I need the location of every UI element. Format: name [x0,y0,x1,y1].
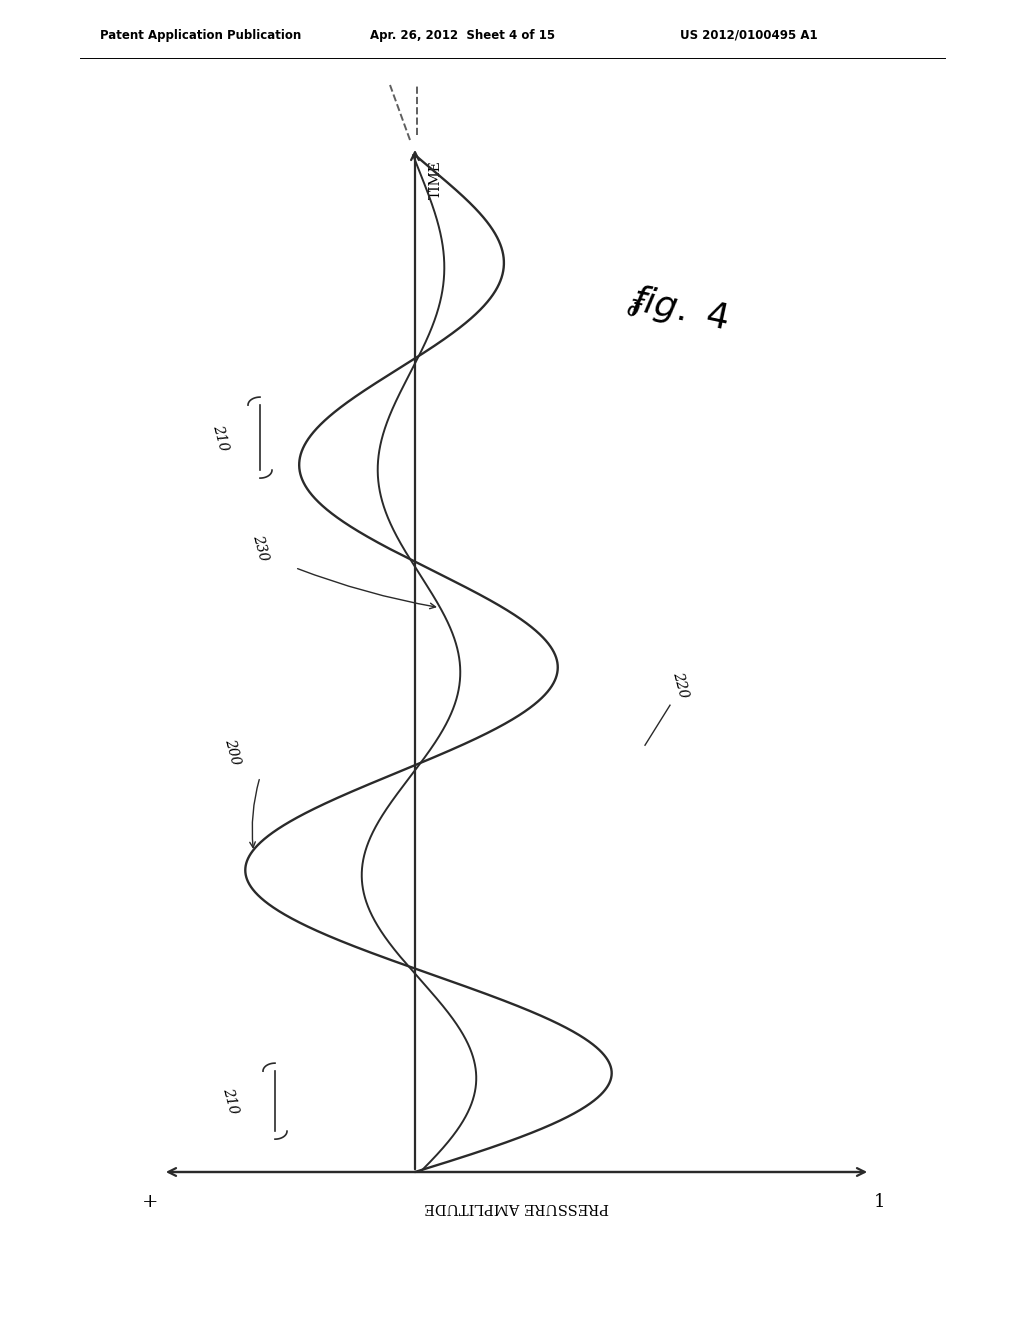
Text: 210: 210 [210,424,230,453]
Text: US 2012/0100495 A1: US 2012/0100495 A1 [680,29,817,41]
Text: $\mathit{fig.\ 4}$: $\mathit{fig.\ 4}$ [628,281,732,339]
Text: TIME: TIME [429,160,443,199]
Text: 210: 210 [220,1086,241,1115]
Text: $\mathit{\partial\!\!f}$: $\mathit{\partial\!\!f}$ [624,297,646,323]
Text: 230: 230 [250,533,270,562]
Text: 1: 1 [874,1193,886,1210]
Text: Apr. 26, 2012  Sheet 4 of 15: Apr. 26, 2012 Sheet 4 of 15 [370,29,555,41]
Text: PRESSURE AMPLITUDE: PRESSURE AMPLITUDE [424,1200,609,1214]
Text: +: + [141,1193,159,1210]
Text: 200: 200 [222,738,243,767]
Text: Patent Application Publication: Patent Application Publication [100,29,301,41]
Text: 220: 220 [670,671,690,700]
